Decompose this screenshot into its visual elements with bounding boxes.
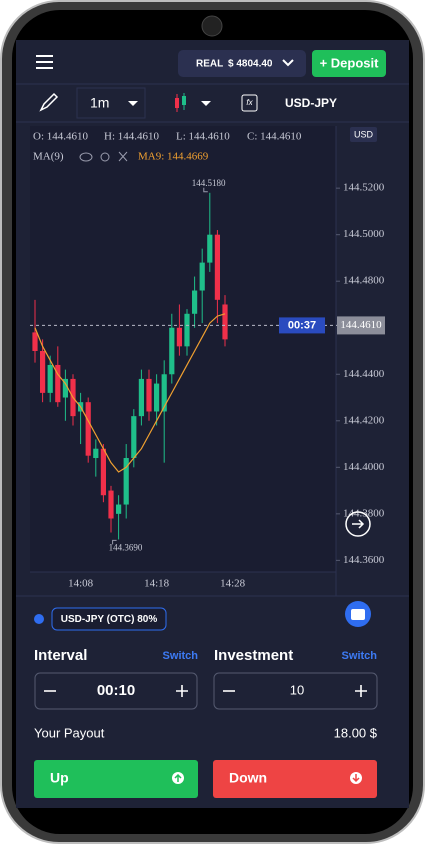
annotation-tick <box>112 539 117 545</box>
indicator-name: MA(9) <box>33 151 64 163</box>
candle-body <box>32 332 38 351</box>
up-label: Up <box>50 770 69 786</box>
balance: $ 4804.40 <box>228 59 273 70</box>
payout-label: Your Payout <box>34 725 105 740</box>
down-label: Down <box>229 770 267 786</box>
timeframe: 1m <box>90 95 109 111</box>
candle-body <box>207 234 213 263</box>
status-dot <box>34 614 44 624</box>
candle-body <box>146 378 152 412</box>
timeframe-select[interactable] <box>76 87 146 119</box>
interval-label: Interval <box>34 647 87 664</box>
indicator-icon[interactable] <box>241 94 258 112</box>
investment-value: 10 <box>290 682 304 697</box>
chevron <box>201 101 211 106</box>
ohlc-low: L: 144.4610 <box>176 131 230 143</box>
scroll-right-button[interactable] <box>345 511 371 537</box>
draw-icon[interactable] <box>39 92 59 112</box>
candle-body <box>62 378 68 398</box>
x-tick-label: 14:28 <box>220 578 246 590</box>
y-tick-label: 144.4000 <box>343 461 385 473</box>
y-tick-label: 144.4200 <box>343 414 385 426</box>
candle-body <box>123 458 129 505</box>
interval-switch[interactable]: Switch <box>163 650 199 662</box>
candle-body <box>169 327 175 375</box>
plot-area <box>30 126 336 572</box>
annotation-tick <box>203 187 208 193</box>
chevron <box>282 59 294 67</box>
x-tick-label: 14:08 <box>68 578 94 590</box>
candle-body <box>138 378 144 417</box>
chevron <box>128 101 138 106</box>
candle-body <box>40 351 46 393</box>
camera <box>201 15 223 37</box>
timer-box <box>279 317 325 334</box>
indicator-value: MA9: 144.4669 <box>138 151 209 163</box>
plus[interactable] <box>355 685 367 697</box>
plus[interactable] <box>176 685 188 697</box>
asset: USD-JPY <box>285 96 337 110</box>
investment-label: Investment <box>214 647 293 664</box>
deposit-button[interactable] <box>312 50 386 77</box>
candle-body <box>154 383 160 412</box>
y-tick-label: 144.5200 <box>343 182 385 194</box>
candle-body <box>85 402 91 456</box>
candle-body <box>47 364 53 393</box>
arrow <box>352 519 365 529</box>
candle-body <box>108 490 114 519</box>
candle-body <box>131 416 137 459</box>
menu-icon[interactable] <box>36 55 53 69</box>
candle-body <box>161 374 167 412</box>
currency-tag <box>350 127 377 142</box>
account-pill[interactable] <box>178 50 306 77</box>
payout-value: 18.00 $ <box>334 725 378 740</box>
timer: 00:37 <box>288 319 316 331</box>
chart-type-icon[interactable] <box>175 93 186 112</box>
candle-body <box>214 234 220 300</box>
candle-body <box>55 364 61 403</box>
candle-body <box>116 504 122 514</box>
ma-line <box>34 313 226 473</box>
down-arrow <box>352 774 360 783</box>
fx-glyph: fx <box>246 98 253 107</box>
briefcase-icon <box>351 609 365 620</box>
current-price-box <box>337 316 385 335</box>
trade-asset: USD-JPY (OTC) 80% <box>61 614 158 625</box>
annotation: 144.5180 <box>192 178 226 188</box>
up-button[interactable] <box>34 760 198 798</box>
y-tick-label: 144.4400 <box>343 368 385 380</box>
up-arrow <box>174 773 182 782</box>
deposit-label: + Deposit <box>320 55 380 70</box>
investment-input[interactable] <box>213 672 378 710</box>
candle-body <box>192 290 198 314</box>
investment-switch[interactable]: Switch <box>342 650 378 662</box>
current-price-label: 144.4610 <box>340 319 382 331</box>
x-tick-label: 14:18 <box>144 578 170 590</box>
account-type: REAL <box>196 59 223 70</box>
y-tick-label: 144.4800 <box>343 275 385 287</box>
candle-body <box>93 448 99 459</box>
indicator-controls[interactable] <box>79 151 128 162</box>
y-tick-label: 144.5000 <box>343 228 385 240</box>
interval-value: 00:10 <box>97 682 135 699</box>
asset-pill[interactable] <box>51 607 167 631</box>
candle-body <box>184 313 190 347</box>
y-tick-label: 144.3600 <box>343 554 385 566</box>
annotation: 144.3690 <box>109 542 143 552</box>
currency: USD <box>354 129 374 139</box>
down-button[interactable] <box>213 760 377 798</box>
candle-body <box>100 448 106 496</box>
ohlc-open: O: 144.4610 <box>33 131 89 143</box>
candle-body <box>199 262 205 291</box>
candle-body <box>176 327 182 347</box>
interval-input[interactable] <box>34 672 198 710</box>
ohlc-close: C: 144.4610 <box>247 131 302 143</box>
ohlc-high: H: 144.4610 <box>104 131 160 143</box>
candle-body <box>222 304 228 340</box>
